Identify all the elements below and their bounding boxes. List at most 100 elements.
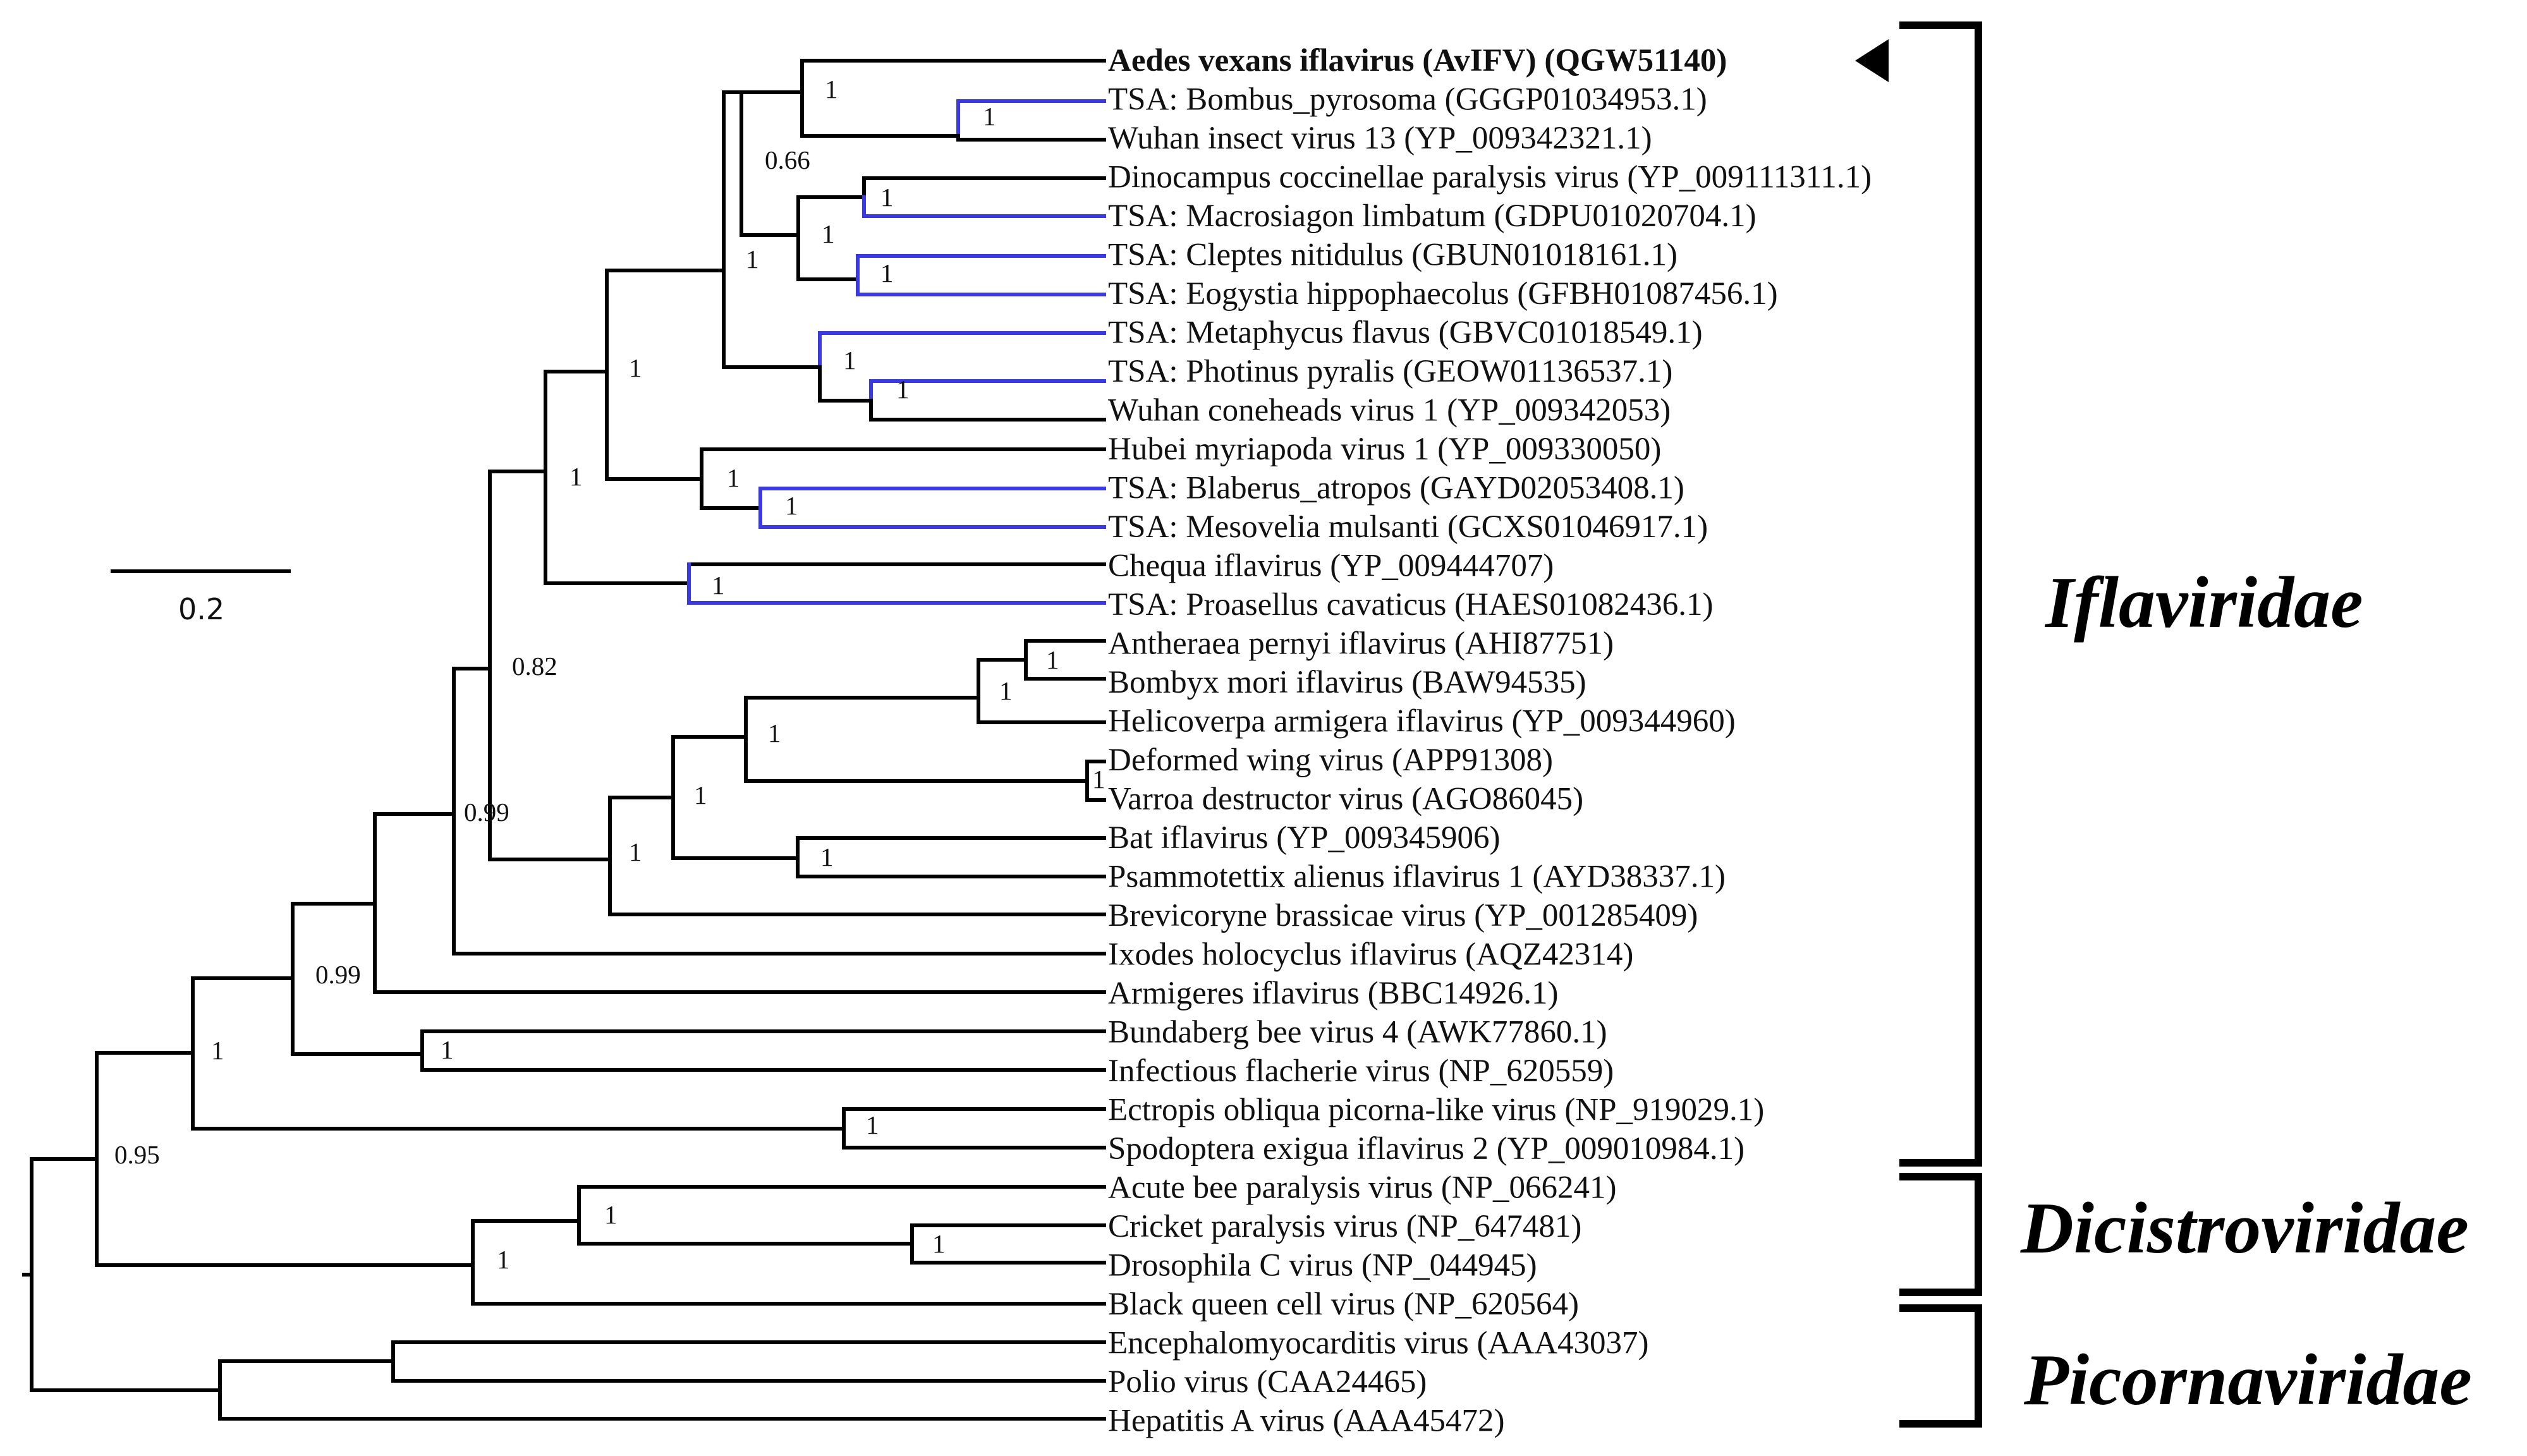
support-value: 1 bbox=[629, 353, 642, 382]
support-value: 1 bbox=[604, 1200, 618, 1229]
support-value: 1 bbox=[896, 375, 910, 404]
support-value: 1 bbox=[1092, 765, 1105, 794]
tip-label: Armigeres iflavirus (BBC14926.1) bbox=[1108, 976, 1558, 1011]
branch-node-099b bbox=[420, 1029, 1106, 1072]
tip-label: TSA: Proasellus cavaticus (HAES01082436.… bbox=[1108, 587, 1714, 622]
support-value: 1 bbox=[211, 1036, 224, 1065]
support-value: 1 bbox=[629, 837, 642, 866]
scale-bar: 0.2 bbox=[111, 569, 291, 626]
support-value: 1 bbox=[880, 183, 894, 212]
branch-node-082 bbox=[488, 470, 612, 861]
bracket-picornaviridae bbox=[1899, 1304, 1982, 1428]
tip-label: Chequa iflavirus (YP_009444707) bbox=[1108, 549, 1554, 584]
tip-label: Black queen cell virus (NP_620564) bbox=[1108, 1287, 1579, 1322]
branch-node-dinocampus-tip bbox=[862, 176, 1106, 199]
tip-label: Bombyx mori iflavirus (BAW94535) bbox=[1108, 665, 1586, 700]
branch-node-aedes bbox=[800, 59, 1106, 138]
branch-node-hubei bbox=[700, 447, 1106, 510]
branch-node-cricket bbox=[910, 1223, 1106, 1265]
bracket-dicistroviridae bbox=[1899, 1173, 1982, 1296]
tip-label: Wuhan coneheads virus 1 (YP_009342053) bbox=[1108, 393, 1671, 428]
branch-node-dwv bbox=[1085, 760, 1106, 802]
support-value: 1 bbox=[1046, 645, 1059, 674]
branch-node-macrosiagon bbox=[862, 195, 1106, 218]
support-value: 0.95 bbox=[114, 1140, 160, 1169]
family-brackets: Iflaviridae Dicistroviridae Picornavirid… bbox=[1899, 21, 2472, 1428]
branch-node-ectropis bbox=[842, 1107, 1106, 1150]
support-value: 1 bbox=[932, 1229, 946, 1258]
support-value: 0.99 bbox=[464, 798, 509, 827]
support-value: 1 bbox=[768, 719, 781, 748]
support-value: 1 bbox=[843, 346, 856, 375]
branch-node-metaphycus-b bbox=[818, 365, 873, 403]
tip-label: TSA: Bombus_pyrosoma (GGGP01034953.1) bbox=[1108, 82, 1707, 118]
tip-label: TSA: Photinus pyralis (GEOW01136537.1) bbox=[1108, 354, 1672, 389]
tip-label: Bat iflavirus (YP_009345906) bbox=[1108, 820, 1500, 856]
support-value: 0.82 bbox=[512, 652, 557, 681]
branch-node-dinocampus bbox=[796, 195, 866, 281]
focus-triangle-marker bbox=[1855, 39, 1889, 82]
branch-node-wuhan-coneheads bbox=[869, 399, 1106, 422]
tip-label: Hepatitis A virus (AAA45472) bbox=[1108, 1404, 1505, 1439]
tip-label: Brevicoryne brassicae virus (YP_00128540… bbox=[1108, 898, 1698, 933]
tip-label: Antheraea pernyi iflavirus (AHI87751) bbox=[1108, 626, 1614, 662]
tip-label: Bundaberg bee virus 4 (AWK77860.1) bbox=[1108, 1015, 1607, 1050]
support-value: 1 bbox=[822, 219, 835, 248]
tip-label: Helicoverpa armigera iflavirus (YP_00934… bbox=[1108, 704, 1736, 739]
bracket-iflaviridae bbox=[1899, 21, 1982, 1167]
tip-label: Spodoptera exigua iflavirus 2 (YP_009010… bbox=[1108, 1131, 1745, 1167]
tip-label: TSA: Metaphycus flavus (GBVC01018549.1) bbox=[1108, 315, 1703, 351]
tip-label: Psammotettix alienus iflavirus 1 (AYD383… bbox=[1108, 859, 1726, 895]
branch-node-cleptes bbox=[856, 254, 1106, 296]
branches bbox=[22, 59, 1106, 1421]
tip-labels: Aedes vexans iflavirus (AvIFV) (QGW51140… bbox=[1108, 43, 1872, 1439]
support-values: 1 1 0.66 1 1 1 1 1 1 1 1 1 1 0.82 1 1 1 1 1 1 1 1 0.99 0.99 1 1 0.… bbox=[114, 75, 1105, 1274]
tip-label: Varroa destructor virus (AGO86045) bbox=[1108, 782, 1583, 817]
support-value: 1 bbox=[825, 75, 838, 104]
tip-label: Acute bee paralysis virus (NP_066241) bbox=[1108, 1170, 1617, 1206]
tip-label: Dinocampus coccinellae paralysis virus (… bbox=[1108, 160, 1872, 195]
family-label-iflaviridae: Iflaviridae bbox=[2044, 562, 2363, 643]
support-value: 1 bbox=[727, 463, 740, 492]
support-value: 1 bbox=[785, 491, 798, 520]
tip-label: Ixodes holocyclus iflavirus (AQZ42314) bbox=[1108, 937, 1633, 973]
branch-node-metaphycus bbox=[818, 331, 1106, 369]
branch-proasellus bbox=[687, 562, 1106, 605]
support-value: 1 bbox=[880, 258, 894, 288]
tip-label: Deformed wing virus (APP91308) bbox=[1108, 743, 1553, 778]
support-value: 1 bbox=[694, 780, 707, 810]
scale-bar-label: 0.2 bbox=[178, 592, 224, 626]
tip-label: Aedes vexans iflavirus (AvIFV) (QGW51140… bbox=[1108, 43, 1727, 78]
branch-node-bombus bbox=[956, 99, 1106, 138]
branch-node-lep-c bbox=[744, 696, 1089, 783]
support-value: 1 bbox=[712, 571, 725, 600]
branch-node-emcv bbox=[391, 1340, 1106, 1383]
tip-label: Drosophila C virus (NP_044945) bbox=[1108, 1248, 1537, 1283]
tip-label: TSA: Macrosiagon limbatum (GDPU01020704.… bbox=[1108, 198, 1757, 234]
branch-node-dicistro bbox=[471, 1219, 1106, 1306]
family-label-dicistroviridae: Dicistroviridae bbox=[2020, 1188, 2469, 1269]
branch-node-lep-d bbox=[977, 658, 1106, 724]
support-value: 1 bbox=[746, 245, 759, 274]
support-value: 1 bbox=[569, 462, 583, 491]
support-value: 1 bbox=[441, 1035, 454, 1064]
support-value: 1 bbox=[866, 1110, 879, 1139]
tip-label: Polio virus (CAA24465) bbox=[1108, 1364, 1427, 1400]
branch-node-aedes-group bbox=[722, 90, 822, 369]
branch-node-upper bbox=[544, 370, 691, 585]
branch-node-095 bbox=[95, 1051, 475, 1267]
branch-node-photinus bbox=[869, 379, 1106, 403]
branch-root bbox=[30, 1157, 222, 1392]
branch-node-ixodes bbox=[452, 667, 1106, 956]
tip-label: Ectropis obliqua picorna-like virus (NP_… bbox=[1108, 1093, 1764, 1128]
tip-label: TSA: Mesovelia mulsanti (GCXS01046917.1) bbox=[1108, 509, 1708, 545]
branch-node-blaberus bbox=[758, 487, 1106, 529]
tip-label: TSA: Blaberus_atropos (GAYD02053408.1) bbox=[1108, 471, 1684, 506]
branch-node-antheraea bbox=[1024, 639, 1106, 681]
support-value: 1 bbox=[497, 1245, 510, 1274]
support-value: 1 bbox=[999, 676, 1013, 705]
branch-node-abpv bbox=[577, 1185, 1106, 1246]
tip-label: TSA: Cleptes nitidulus (GBUN01018161.1) bbox=[1108, 238, 1678, 273]
